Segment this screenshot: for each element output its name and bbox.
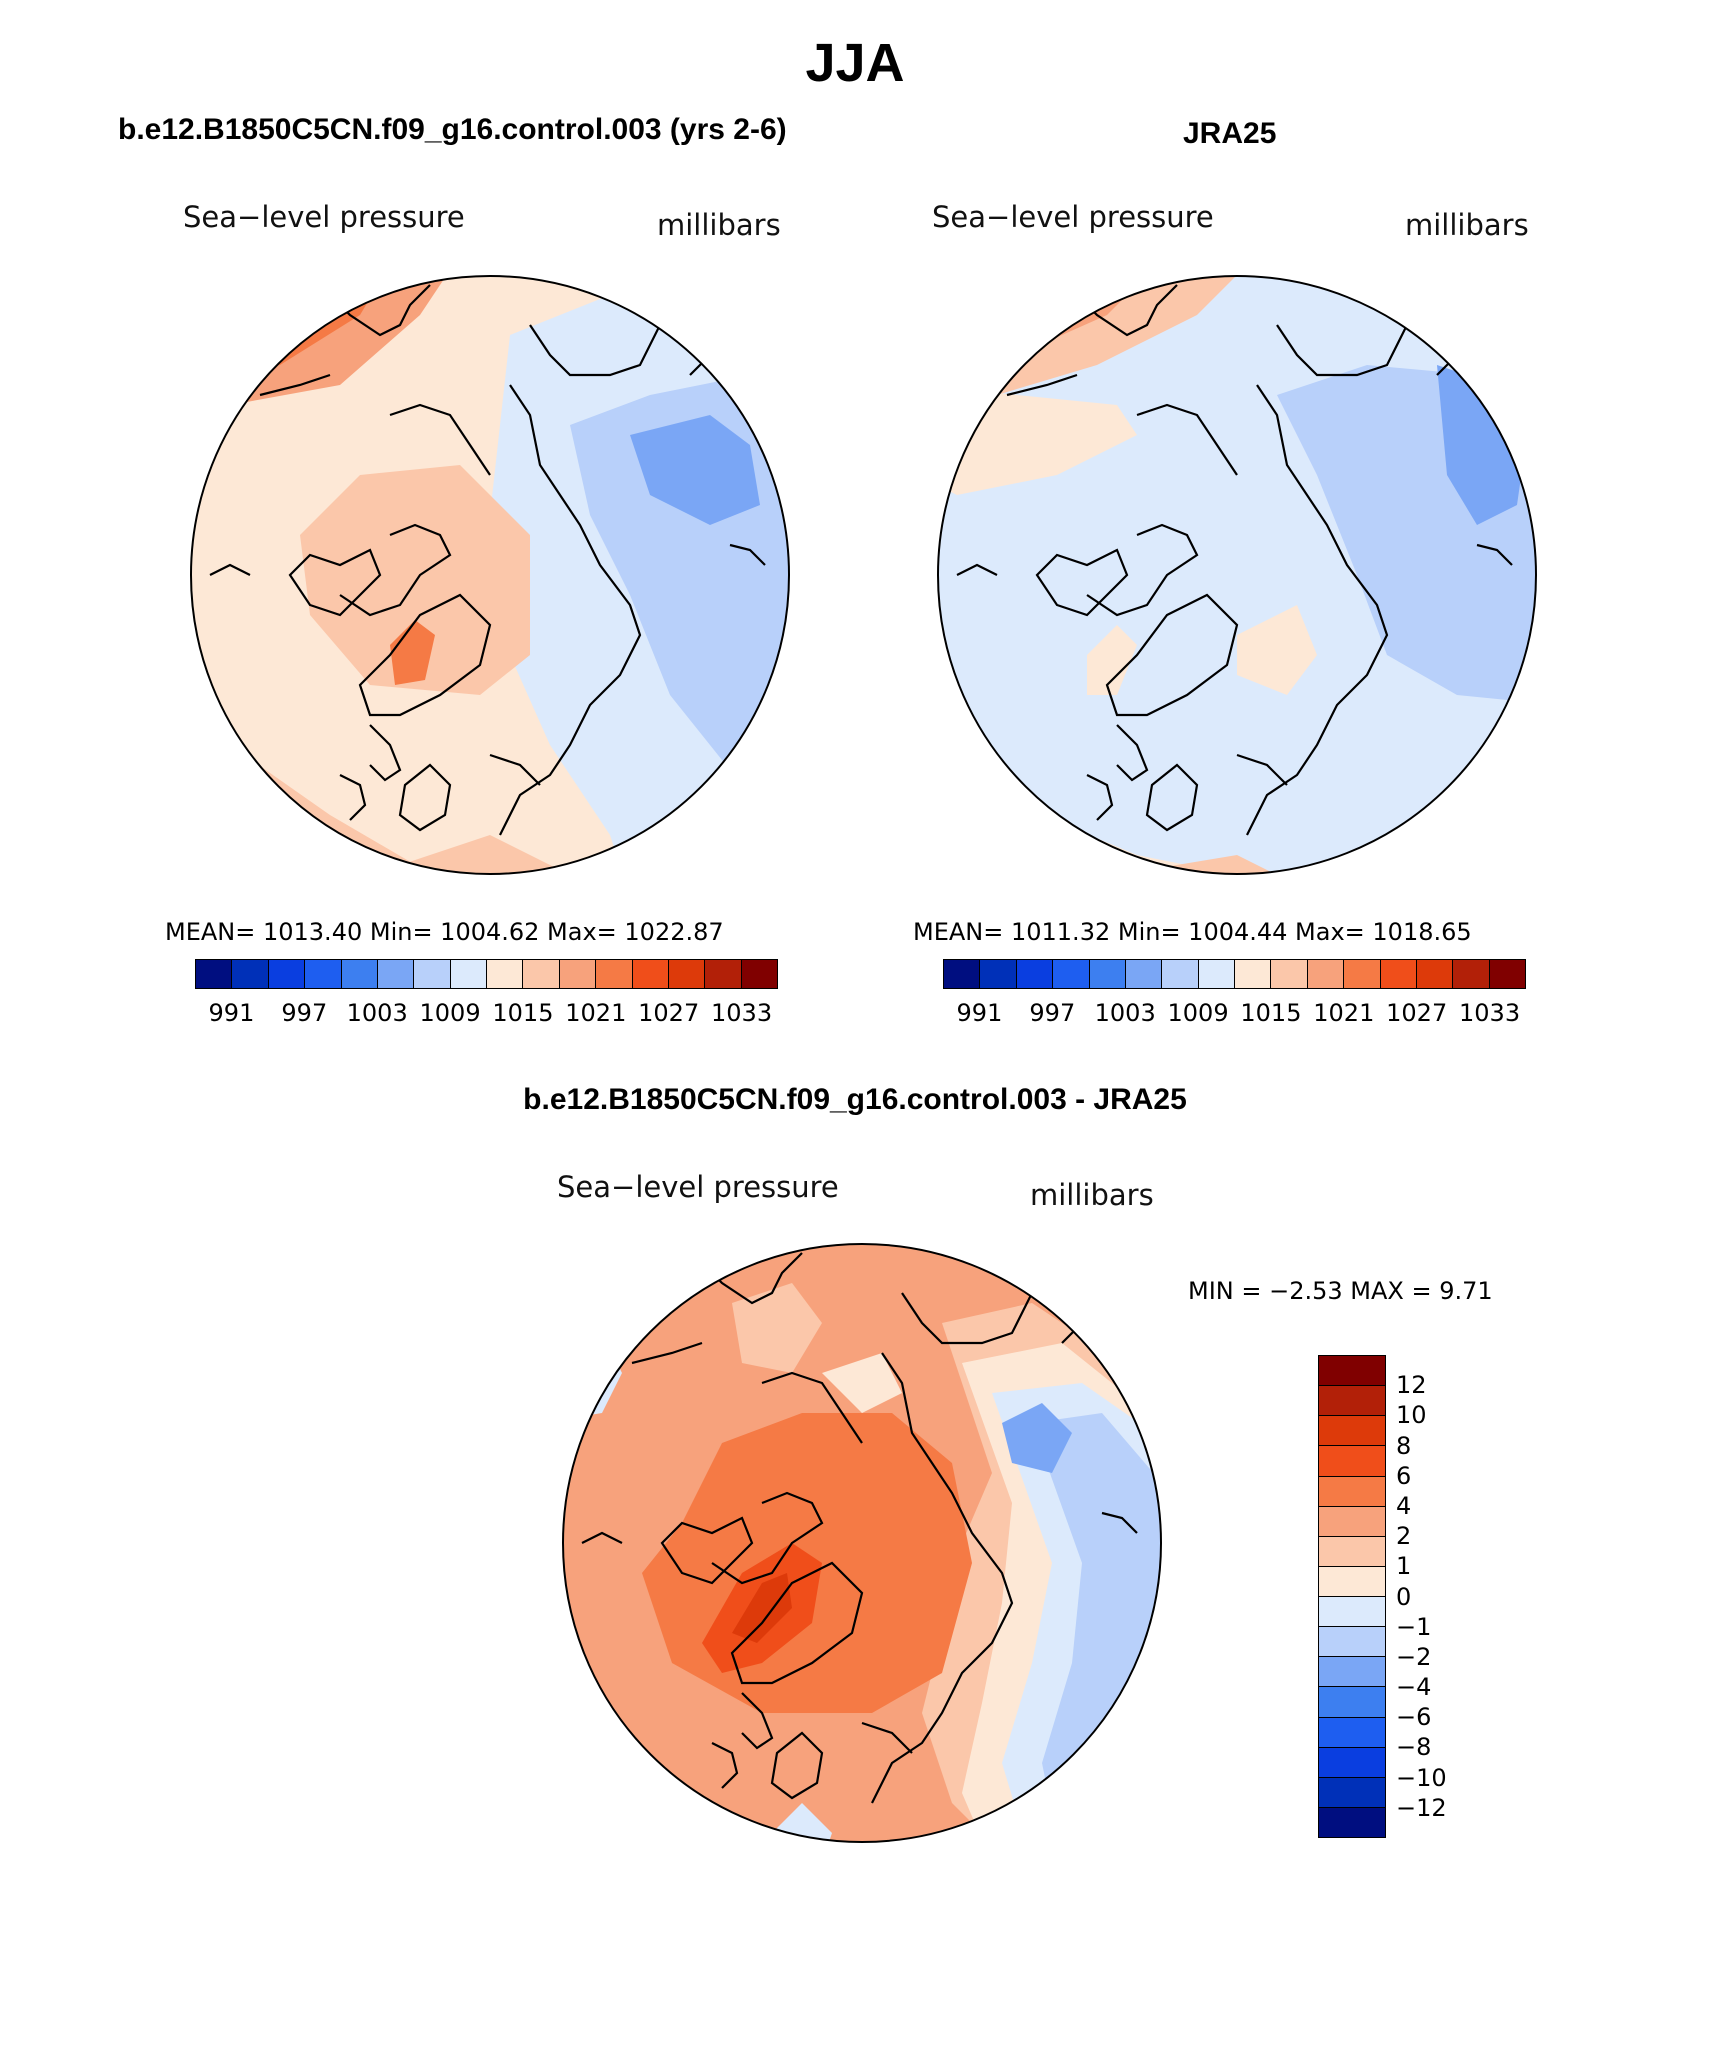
colorbar-tick-label: 2 (1396, 1522, 1412, 1551)
panel-3-title: b.e12.B1850C5CN.f09_g16.control.003 - JR… (523, 1083, 1187, 1116)
colorbar-tick-label: 10 (1396, 1401, 1427, 1430)
colorbar-swatch (1416, 960, 1454, 988)
colorbar-swatch (1319, 1356, 1385, 1387)
panel-1-title: b.e12.B1850C5CN.f09_g16.control.003 (yrs… (118, 113, 787, 146)
colorbar-tick-label: 991 (956, 999, 1003, 1027)
colorbar-tick-label: 1009 (419, 999, 481, 1027)
panel-2-units-label: millibars (1405, 208, 1529, 242)
colorbar-tick-label: 4 (1396, 1491, 1412, 1520)
colorbar-tick-label: −6 (1396, 1703, 1432, 1732)
colorbar-swatch (523, 960, 560, 988)
colorbar-swatch (668, 960, 706, 988)
panel-2-stats: MEAN= 1011.32 Min= 1004.44 Max= 1018.65 (913, 918, 1472, 946)
colorbar-swatch (1319, 1476, 1385, 1507)
colorbar-swatch (1319, 1807, 1385, 1837)
colorbar-swatch (1380, 960, 1417, 988)
colorbar-tick-label: 1003 (1094, 999, 1156, 1027)
colorbar-swatch (1089, 960, 1126, 988)
panel-1-stats: MEAN= 1013.40 Min= 1004.62 Max= 1022.87 (165, 918, 724, 946)
colorbar-swatch (1319, 1446, 1385, 1477)
colorbar-swatch (1319, 1777, 1385, 1808)
colorbar-swatch (377, 960, 415, 988)
colorbar-swatch (559, 960, 597, 988)
colorbar-swatch (1235, 960, 1272, 988)
colorbar-swatch (1319, 1506, 1385, 1537)
colorbar-swatch (414, 960, 451, 988)
colorbar-swatch (1319, 1627, 1385, 1658)
panel-1-colorbar (195, 959, 778, 989)
colorbar-swatch (944, 960, 981, 988)
colorbar-swatch (1319, 1597, 1385, 1628)
colorbar-swatch (1053, 960, 1090, 988)
colorbar-tick-label: 1027 (1386, 999, 1448, 1027)
colorbar-tick-label: 12 (1396, 1371, 1427, 1400)
colorbar-swatch (1271, 960, 1308, 988)
colorbar-tick-label: 1015 (492, 999, 554, 1027)
colorbar-swatch (196, 960, 233, 988)
panel-2-variable-label: Sea−level pressure (932, 200, 1214, 234)
colorbar-swatch (1016, 960, 1054, 988)
colorbar-tick-label: −8 (1396, 1733, 1432, 1762)
colorbar-swatch (268, 960, 306, 988)
colorbar-tick-label: 1021 (565, 999, 627, 1027)
colorbar-tick-label: 1021 (1313, 999, 1375, 1027)
colorbar-swatch (1319, 1416, 1385, 1447)
panel-2-polar-map (937, 275, 1537, 875)
colorbar-swatch (1125, 960, 1163, 988)
colorbar-tick-label: 991 (208, 999, 255, 1027)
colorbar-tick-label: −12 (1396, 1793, 1447, 1822)
colorbar-tick-label: 997 (1029, 999, 1076, 1027)
colorbar-tick-label: −1 (1396, 1612, 1432, 1641)
colorbar-swatch (1162, 960, 1199, 988)
colorbar-swatch (305, 960, 342, 988)
colorbar-swatch (1319, 1687, 1385, 1718)
colorbar-swatch (1319, 1386, 1385, 1417)
colorbar-swatch (1344, 960, 1381, 988)
colorbar-tick-label: 1033 (1459, 999, 1521, 1027)
panel-1-units-label: millibars (657, 208, 781, 242)
colorbar-tick-label: −10 (1396, 1763, 1447, 1792)
colorbar-swatch (1319, 1566, 1385, 1597)
colorbar-swatch (487, 960, 524, 988)
colorbar-tick-label: 997 (281, 999, 328, 1027)
colorbar-tick-label: 1009 (1167, 999, 1229, 1027)
colorbar-tick-label: −2 (1396, 1642, 1432, 1671)
colorbar-swatch (341, 960, 378, 988)
colorbar-swatch (1319, 1717, 1385, 1748)
colorbar-tick-label: 8 (1396, 1431, 1412, 1460)
panel-2-title: JRA25 (1183, 117, 1277, 150)
colorbar-swatch (741, 960, 777, 988)
colorbar-swatch (980, 960, 1017, 988)
colorbar-tick-label: 1 (1396, 1552, 1412, 1581)
panel-3-stats: MIN = −2.53 MAX = 9.71 (1188, 1277, 1493, 1305)
panel-3-units-label: millibars (1030, 1178, 1154, 1212)
colorbar-tick-label: 1003 (346, 999, 408, 1027)
colorbar-swatch (450, 960, 487, 988)
colorbar-tick-label: 1027 (638, 999, 700, 1027)
panel-3-variable-label: Sea−level pressure (557, 1170, 839, 1204)
colorbar-swatch (632, 960, 669, 988)
colorbar-tick-label: 1033 (711, 999, 773, 1027)
panel-2-colorbar (943, 959, 1526, 989)
colorbar-swatch (1453, 960, 1490, 988)
colorbar-swatch (1307, 960, 1345, 988)
panel-1-polar-map (190, 275, 790, 875)
colorbar-swatch (1489, 960, 1525, 988)
page-title: JJA (805, 33, 905, 93)
colorbar-swatch (232, 960, 269, 988)
colorbar-tick-label: 0 (1396, 1582, 1412, 1611)
colorbar-swatch (1319, 1747, 1385, 1778)
colorbar-swatch (705, 960, 742, 988)
colorbar-swatch (596, 960, 633, 988)
colorbar-swatch (1319, 1657, 1385, 1688)
colorbar-swatch (1198, 960, 1235, 988)
panel-3-polar-map (562, 1243, 1162, 1843)
colorbar-tick-label: 1015 (1240, 999, 1302, 1027)
panel-1-variable-label: Sea−level pressure (183, 200, 465, 234)
colorbar-swatch (1319, 1536, 1385, 1567)
colorbar-tick-label: 6 (1396, 1461, 1412, 1490)
panel-3-colorbar (1318, 1355, 1386, 1838)
colorbar-tick-label: −4 (1396, 1673, 1432, 1702)
